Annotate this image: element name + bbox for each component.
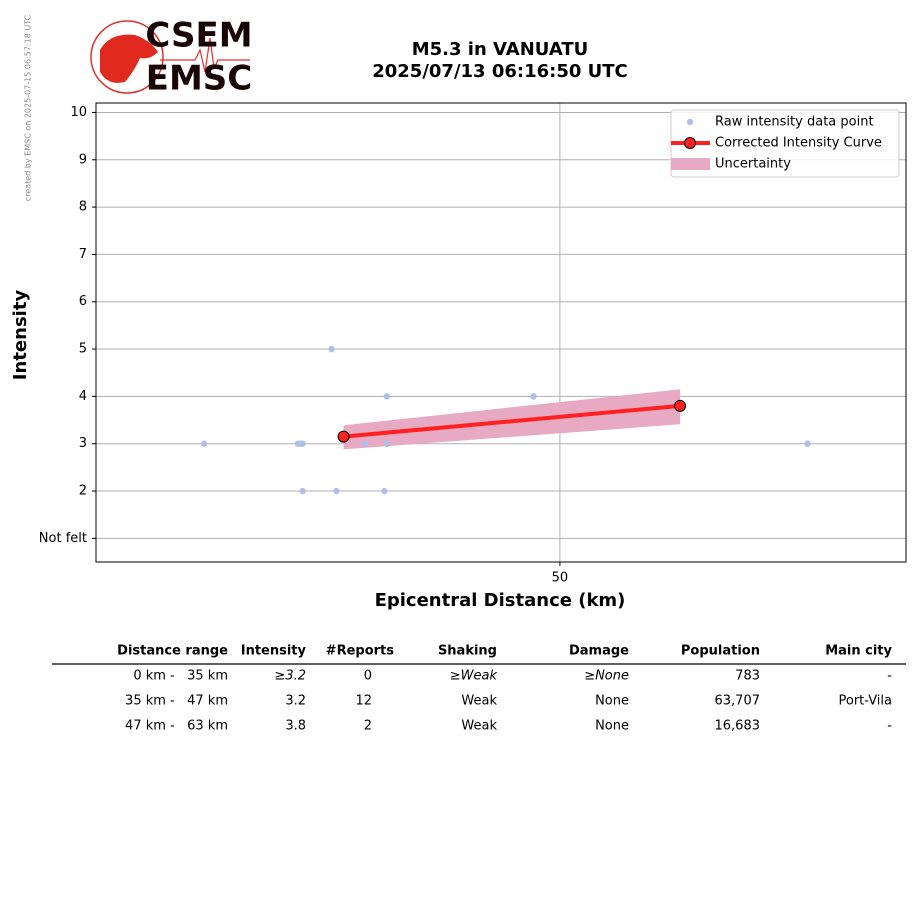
table-header: Shaking <box>438 644 497 659</box>
table-cell: ≥3.2 <box>274 669 306 684</box>
legend-label: Uncertainty <box>715 157 791 172</box>
curve-marker <box>674 399 687 412</box>
legend-swatch <box>686 118 694 126</box>
table-cell: Weak <box>461 719 497 734</box>
y-tick-label: 4 <box>79 389 87 404</box>
table-cell: 0 km - 35 km <box>133 669 228 684</box>
data-point <box>200 440 208 447</box>
data-point <box>383 393 391 400</box>
table-cell: 16,683 <box>715 719 761 734</box>
table-cell: 783 <box>735 669 760 684</box>
legend-swatch <box>671 158 710 170</box>
table-cell: 0 <box>364 669 372 684</box>
legend-label: Corrected Intensity Curve <box>715 136 882 151</box>
table-header: Intensity <box>241 644 307 659</box>
plot: Not felt 2 3 4 5 6 7 8 9 10 50 <box>39 102 907 586</box>
table-cell: 63,707 <box>715 694 761 709</box>
logo: CSEM EMSC <box>90 16 253 99</box>
table-cell: Weak <box>461 694 497 709</box>
table-header: Population <box>681 644 760 659</box>
table-header: #Reports <box>326 644 395 659</box>
y-tick-label: 9 <box>79 152 87 167</box>
y-tick-label: 7 <box>79 247 87 262</box>
data-point <box>299 487 306 495</box>
y-tick-label: Not felt <box>39 531 87 546</box>
plot-frame <box>95 102 907 563</box>
table-cell: ≥None <box>584 669 629 684</box>
curve-marker <box>337 430 350 443</box>
credit: created by EMSC on 2025-07-15 06:57:18 U… <box>24 14 33 201</box>
y-tick-label: 2 <box>79 484 87 499</box>
table: Distance range Intensity #Reports Shaking Da… <box>52 644 906 734</box>
curve-line <box>343 403 681 439</box>
logo-seismo <box>160 37 250 73</box>
table-cell: - <box>887 719 892 734</box>
data-point <box>383 440 391 447</box>
table-cell: ≥Weak <box>450 669 498 684</box>
x-tick-label: 50 <box>552 571 569 586</box>
table-cell: 35 km - 47 km <box>125 694 228 709</box>
table-cell: None <box>595 694 629 709</box>
legend: Raw intensity data point Corrected Intens… <box>670 109 900 178</box>
y-tick-label: 8 <box>79 200 87 215</box>
data-point <box>333 487 340 495</box>
logo-map <box>100 34 158 83</box>
table-cell: 12 <box>355 694 372 709</box>
x-axis-label: Epicentral Distance (km) <box>375 590 626 611</box>
legend-swatch <box>684 137 696 149</box>
data-point <box>299 440 306 447</box>
data-point <box>530 393 537 400</box>
table-header: Distance range <box>117 644 228 659</box>
table-cell: - <box>887 669 892 684</box>
table-header: Damage <box>569 644 629 659</box>
y-tick-label: 5 <box>79 342 87 357</box>
data-point <box>381 487 388 495</box>
table-cell: 3.2 <box>285 694 306 709</box>
table-cell: 2 <box>364 719 372 734</box>
chart-subtitle: 2025/07/13 06:16:50 UTC <box>372 61 628 82</box>
logo-text: CSEM <box>145 16 252 56</box>
logo-text: EMSC <box>146 59 253 99</box>
table-cell: None <box>595 719 629 734</box>
logo-circle <box>90 20 164 94</box>
table-cell: 3.8 <box>285 719 306 734</box>
chart-title: M5.3 in VANUATU <box>412 39 589 60</box>
data-point <box>361 440 369 447</box>
table-header: Main city <box>825 644 892 659</box>
table-cell: Port-Vila <box>839 694 893 709</box>
legend-label: Raw intensity data point <box>715 115 874 130</box>
table-cell: 47 km - 63 km <box>125 719 228 734</box>
y-axis-label: Intensity <box>10 290 31 381</box>
y-tick-label: 10 <box>70 105 87 120</box>
y-tick-label: 3 <box>79 436 87 451</box>
data-point <box>804 440 811 447</box>
data-point <box>328 345 335 353</box>
y-tick-label: 6 <box>79 294 87 309</box>
